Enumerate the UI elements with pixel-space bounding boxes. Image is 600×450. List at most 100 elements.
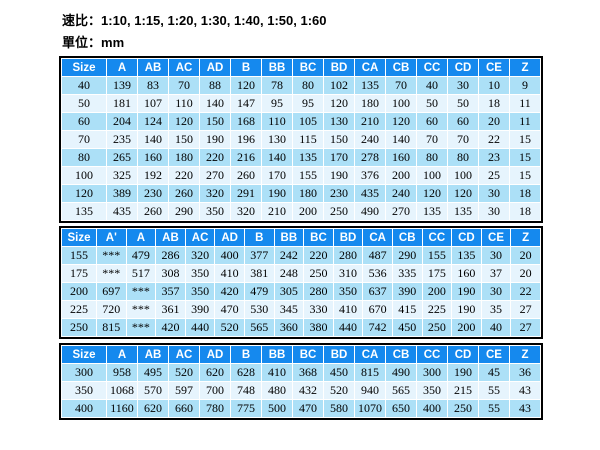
table-cell: 260 bbox=[169, 185, 199, 202]
table-cell: 400 bbox=[417, 400, 447, 417]
table-cell: 250 bbox=[448, 400, 478, 417]
table-cell: 250 bbox=[422, 319, 452, 336]
column-header: CC bbox=[417, 59, 447, 76]
table-cell: 650 bbox=[386, 400, 416, 417]
table-cell: 110 bbox=[262, 113, 292, 130]
table-row: 200 697 *** 357 350 420 479 305 280 350 637 390 200 1… bbox=[62, 283, 540, 300]
table-cell: 220 bbox=[304, 247, 333, 264]
table-cell: 190 bbox=[448, 364, 478, 381]
table-cell: 40 bbox=[62, 77, 106, 94]
speed-ratio-label: 速比： bbox=[62, 13, 102, 28]
table-cell: 27 bbox=[511, 319, 540, 336]
table-cell: 135 bbox=[452, 247, 481, 264]
table-cell: *** bbox=[126, 301, 156, 318]
table-cell: 500 bbox=[262, 400, 292, 417]
table-cell: 88 bbox=[200, 77, 230, 94]
column-header: B bbox=[231, 346, 261, 363]
table-cell: *** bbox=[97, 247, 126, 264]
table-cell: 36 bbox=[510, 364, 540, 381]
table-cell: 410 bbox=[333, 301, 363, 318]
table-cell: 450 bbox=[392, 319, 422, 336]
table-cell: 435 bbox=[107, 203, 137, 220]
table-cell: 140 bbox=[200, 95, 230, 112]
table-cell: 80 bbox=[417, 149, 447, 166]
table-row: 50 181 107 110 140 147 95 95 120 180 100 50 50 18 11 bbox=[62, 95, 540, 112]
table-cell: 775 bbox=[231, 400, 261, 417]
table-cell: 22 bbox=[479, 131, 509, 148]
table-cell: 160 bbox=[452, 265, 481, 282]
table-cell: 80 bbox=[293, 77, 323, 94]
column-header: BC bbox=[304, 229, 333, 246]
table-cell: 216 bbox=[231, 149, 261, 166]
table-row: 60 204 124 120 150 168 110 105 130 210 120 60 60 20 11 bbox=[62, 113, 540, 130]
column-header: AC bbox=[169, 59, 199, 76]
unit-line: 單位：mm bbox=[62, 32, 124, 51]
table-cell: 235 bbox=[107, 131, 137, 148]
table-cell: 286 bbox=[156, 247, 185, 264]
column-header: CA bbox=[355, 59, 385, 76]
table-cell: 360 bbox=[274, 319, 304, 336]
table-row: 100 325 192 220 270 260 170 155 190 376 200 100 100 2… bbox=[62, 167, 540, 184]
table-cell: 420 bbox=[215, 283, 244, 300]
table-cell: 15 bbox=[510, 131, 540, 148]
table-cell: 565 bbox=[386, 382, 416, 399]
table-cell: 20 bbox=[511, 265, 540, 282]
column-header: CB bbox=[392, 229, 422, 246]
table-cell: 260 bbox=[138, 203, 168, 220]
table-cell: 265 bbox=[107, 149, 137, 166]
table-cell: 168 bbox=[231, 113, 261, 130]
column-header: BD bbox=[324, 59, 354, 76]
table-cell: 70 bbox=[169, 77, 199, 94]
table-row: 70 235 140 150 190 196 130 115 150 240 140 70 70 22 15 bbox=[62, 131, 540, 148]
column-header: Z bbox=[510, 59, 540, 76]
table-row: 175 *** 517 308 350 410 381 248 250 310 536 335 175 1… bbox=[62, 265, 540, 282]
column-header: AB bbox=[138, 59, 168, 76]
table-cell: 40 bbox=[481, 319, 511, 336]
table-cell: 210 bbox=[262, 203, 292, 220]
table-cell: 120 bbox=[386, 113, 416, 130]
table-cell: 350 bbox=[200, 203, 230, 220]
table-cell: 440 bbox=[185, 319, 215, 336]
table-row: 120 389 230 260 320 291 190 180 230 435 240 120 120 3… bbox=[62, 185, 540, 202]
table-row: 135 435 260 290 350 320 210 200 250 490 270 135 135 3… bbox=[62, 203, 540, 220]
table-cell: 940 bbox=[355, 382, 385, 399]
column-header: Z bbox=[510, 346, 540, 363]
table-cell: 160 bbox=[386, 149, 416, 166]
table-cell: 270 bbox=[200, 167, 230, 184]
column-header: CA bbox=[355, 346, 385, 363]
table-cell: 1070 bbox=[355, 400, 385, 417]
table-cell: 377 bbox=[244, 247, 274, 264]
table-cell: 697 bbox=[97, 283, 126, 300]
table-cell: 200 bbox=[62, 283, 96, 300]
table-cell: 150 bbox=[169, 131, 199, 148]
table-cell: 139 bbox=[107, 77, 137, 94]
table-cell: 628 bbox=[231, 364, 261, 381]
table-cell: 345 bbox=[274, 301, 304, 318]
table-cell: 200 bbox=[452, 319, 481, 336]
table-cell: 620 bbox=[138, 400, 168, 417]
column-header: CE bbox=[481, 229, 511, 246]
table-cell: 390 bbox=[185, 301, 215, 318]
table-cell: 520 bbox=[169, 364, 199, 381]
table-cell: 357 bbox=[156, 283, 185, 300]
table-cell: 320 bbox=[231, 203, 261, 220]
table-cell: 435 bbox=[355, 185, 385, 202]
table-cell: 190 bbox=[324, 167, 354, 184]
table-cell: 350 bbox=[62, 382, 106, 399]
table-cell: 350 bbox=[185, 265, 215, 282]
table-cell: 530 bbox=[244, 301, 274, 318]
column-header: CC bbox=[417, 346, 447, 363]
column-header: CD bbox=[448, 59, 478, 76]
column-header: Size bbox=[62, 59, 106, 76]
table-cell: 215 bbox=[448, 382, 478, 399]
column-header: BB bbox=[274, 229, 304, 246]
table-cell: 135 bbox=[417, 203, 447, 220]
table-cell: 204 bbox=[107, 113, 137, 130]
table-cell: 180 bbox=[293, 185, 323, 202]
table-cell: 381 bbox=[244, 265, 274, 282]
table-cell: 155 bbox=[293, 167, 323, 184]
table-cell: 120 bbox=[231, 77, 261, 94]
table-cell: 190 bbox=[262, 185, 292, 202]
table-cell: 170 bbox=[262, 167, 292, 184]
table-row: 350 1068 570 597 700 748 480 432 520 940 565 350 215… bbox=[62, 382, 540, 399]
